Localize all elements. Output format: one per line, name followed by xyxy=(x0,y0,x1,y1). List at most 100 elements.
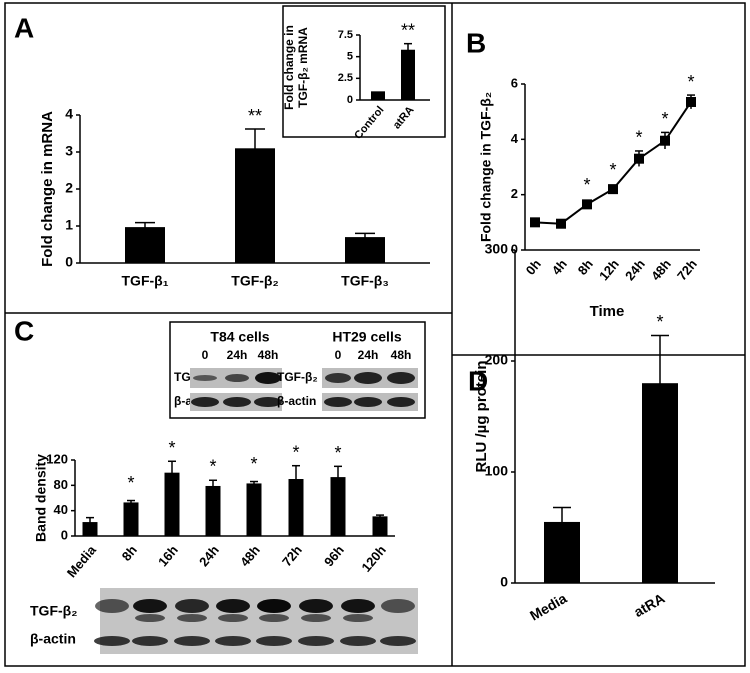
significance: ** xyxy=(401,20,415,40)
significance: * xyxy=(168,438,175,458)
blot-row-label: TGF-β₂ xyxy=(30,603,77,619)
lane-label: 0 xyxy=(335,348,342,362)
band xyxy=(225,374,249,382)
inset-frame xyxy=(282,5,446,138)
x-tick-label: 96h xyxy=(321,542,347,569)
band xyxy=(256,636,292,646)
band xyxy=(216,599,250,613)
bar xyxy=(371,91,385,100)
x-tick-label: Control xyxy=(352,104,386,142)
lane-label: 0 xyxy=(202,348,209,362)
band xyxy=(177,614,207,622)
y-tick-label: 3 xyxy=(65,143,73,159)
band xyxy=(340,636,376,646)
band xyxy=(301,614,331,622)
y-tick-label: 0 xyxy=(500,574,508,590)
band xyxy=(299,599,333,613)
lane-label: 24h xyxy=(358,348,379,362)
band xyxy=(193,375,217,381)
x-tick-label: Media xyxy=(64,542,100,580)
y-tick-label: 40 xyxy=(54,502,68,517)
band xyxy=(341,599,375,613)
band xyxy=(94,636,130,646)
y-tick-label: 4 xyxy=(65,106,73,122)
x-tick-label: 72h xyxy=(674,256,700,283)
blot-bottom: TGF-β₂ β-actin xyxy=(30,588,418,654)
y-tick-label: 300 xyxy=(485,241,509,257)
x-tick-label: 24h xyxy=(622,256,648,283)
significance: * xyxy=(661,109,668,129)
x-tick-label: TGF-β₂ xyxy=(231,273,278,289)
significance: * xyxy=(292,442,299,462)
y-tick-label: 2.5 xyxy=(338,72,353,84)
bar xyxy=(164,472,180,536)
blot-row-label: TGF-β₂ xyxy=(277,370,318,384)
y-tick-label: 7.5 xyxy=(338,29,353,41)
panel-label: D xyxy=(468,365,488,396)
bar xyxy=(345,237,385,263)
band xyxy=(135,614,165,622)
x-tick-label: 8h xyxy=(119,542,140,563)
bar xyxy=(82,522,98,536)
y-tick-label: 0 xyxy=(61,527,68,542)
x-tick-label: 48h xyxy=(237,542,263,569)
band xyxy=(324,397,352,407)
x-axis-label: Time xyxy=(590,303,625,320)
band xyxy=(381,599,415,613)
x-tick-label: atRA xyxy=(391,104,417,131)
band xyxy=(255,372,281,384)
x-tick-label: 48h xyxy=(648,256,674,283)
significance: * xyxy=(209,457,216,477)
y-tick-label: 0 xyxy=(511,241,518,256)
x-tick-label: TGF-β₃ xyxy=(341,273,389,289)
y-tick-label: 5 xyxy=(347,51,353,63)
band xyxy=(218,614,248,622)
band xyxy=(132,636,168,646)
band xyxy=(175,599,209,613)
band xyxy=(325,373,351,383)
blot-ht29: HT29 cells 0 24h 48h TGF-β₂ β-actin xyxy=(277,329,418,411)
blot-title: T84 cells xyxy=(210,329,269,345)
significance: * xyxy=(687,72,694,92)
significance: * xyxy=(250,454,257,474)
x-tick-label: TGF-β₁ xyxy=(122,273,169,289)
x-tick-label: 4h xyxy=(549,256,570,277)
y-tick-label: 1 xyxy=(65,217,73,233)
significance: * xyxy=(609,160,616,180)
band xyxy=(254,397,282,407)
y-axis-label: Fold change in xyxy=(282,25,296,110)
y-tick-label: 0 xyxy=(347,94,353,106)
band xyxy=(343,614,373,622)
bar xyxy=(246,483,262,536)
panel-label: B xyxy=(466,27,486,58)
x-tick-label: 12h xyxy=(596,256,622,283)
y-tick-label: 0 xyxy=(65,254,73,270)
significance: * xyxy=(334,443,341,463)
band xyxy=(133,599,167,613)
y-tick-label: 80 xyxy=(54,477,68,492)
band xyxy=(215,636,251,646)
x-tick-label: 72h xyxy=(279,542,305,569)
blot-frame xyxy=(169,321,426,419)
y-axis-label: Band density xyxy=(33,454,49,542)
bar xyxy=(372,516,388,536)
band xyxy=(380,636,416,646)
significance: * xyxy=(635,128,642,148)
bar xyxy=(401,49,415,100)
y-tick-label: 2 xyxy=(65,180,73,196)
lane-label: 48h xyxy=(258,348,279,362)
band xyxy=(387,372,415,384)
x-tick-label: 8h xyxy=(575,256,596,277)
bar xyxy=(205,485,221,536)
band xyxy=(174,636,210,646)
band xyxy=(257,599,291,613)
band xyxy=(354,397,382,407)
bar xyxy=(123,502,139,536)
outer-frame xyxy=(4,2,746,667)
bar xyxy=(125,227,165,263)
blot-t84: T84 cells 0 24h 48h TGF-β₂ β-actin xyxy=(174,329,282,411)
bar xyxy=(288,479,304,536)
x-tick-label: 120h xyxy=(358,542,389,574)
y-tick-label: 4 xyxy=(511,131,519,146)
